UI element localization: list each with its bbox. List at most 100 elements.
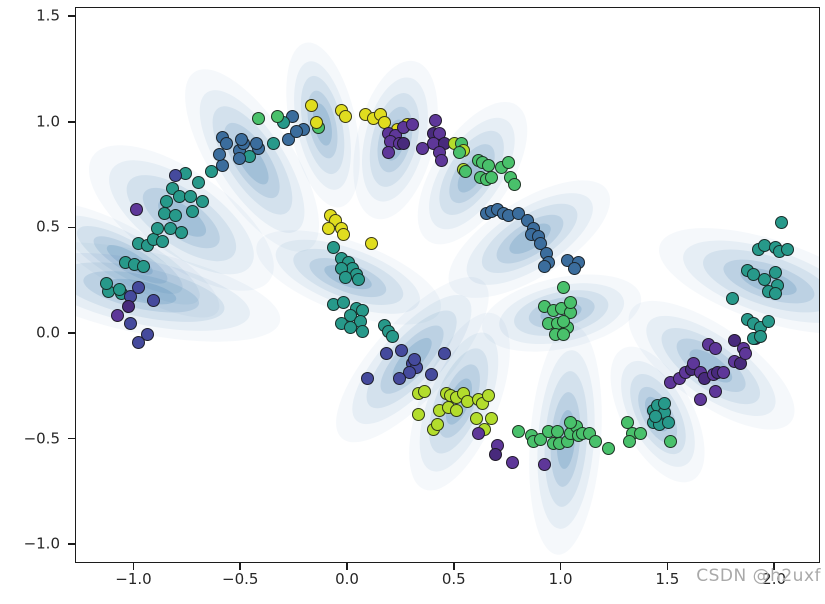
scatter-point: [563, 295, 577, 309]
scatter-point: [484, 412, 498, 425]
scatter-point: [768, 287, 782, 301]
y-tick-mark: [68, 437, 75, 440]
x-tick-mark: [132, 563, 135, 570]
y-tick-label: −0.5: [23, 429, 60, 448]
scatter-point: [482, 388, 496, 402]
scatter-point: [339, 270, 353, 284]
scatter-point: [757, 272, 771, 286]
scatter-point: [557, 281, 571, 295]
scatter-point: [155, 234, 169, 248]
y-tick-mark: [68, 15, 75, 18]
scatter-point: [762, 314, 776, 328]
scatter-point: [219, 137, 233, 151]
scatter-point: [337, 295, 351, 309]
scatter-point: [234, 133, 248, 147]
scatter-point: [505, 456, 519, 470]
scatter-point: [537, 259, 551, 273]
scatter-point: [147, 293, 161, 307]
scatter-point: [382, 145, 396, 159]
scatter-point: [168, 209, 182, 223]
scatter-point: [557, 314, 571, 328]
scatter-point: [781, 243, 795, 257]
scatter-point: [407, 352, 421, 366]
scatter-point: [394, 344, 408, 358]
scatter-point: [196, 194, 210, 208]
scatter-point: [132, 281, 146, 295]
scatter-point: [501, 156, 515, 170]
y-tick-mark: [68, 121, 75, 123]
scatter-point: [326, 240, 340, 254]
scatter-point: [708, 342, 722, 356]
scatter-point: [339, 110, 353, 124]
scatter-point: [567, 262, 581, 276]
scatter-point: [431, 418, 445, 432]
x-tick-label: 2.0: [762, 570, 787, 588]
scatter-point: [488, 447, 502, 461]
scatter-point: [469, 412, 483, 425]
scatter-point: [251, 112, 265, 126]
scatter-point: [649, 409, 663, 423]
scatter-point: [249, 137, 263, 151]
scatter-point: [405, 118, 419, 132]
scatter-point: [130, 202, 144, 216]
y-tick-label: 1.5: [36, 6, 60, 25]
scatter-point: [343, 321, 357, 335]
x-tick-label: 1.0: [548, 570, 573, 588]
scatter-point: [484, 171, 498, 185]
scatter-point: [352, 272, 366, 286]
x-tick-mark: [239, 563, 242, 570]
x-tick-label: −1.0: [115, 570, 152, 588]
scatter-point: [623, 435, 637, 449]
scatter-point: [416, 141, 430, 155]
x-tick-label: 0.0: [335, 570, 359, 588]
scatter-point: [136, 259, 150, 273]
scatter-point: [386, 329, 400, 343]
scatter-point: [708, 384, 722, 398]
scatter-point: [192, 175, 206, 189]
scatter-point: [305, 99, 319, 113]
scatter-point: [738, 346, 752, 360]
scatter-point: [693, 393, 707, 406]
scatter-point: [452, 145, 466, 159]
y-tick-label: 0.0: [36, 323, 60, 342]
y-tick-label: −1.0: [23, 534, 60, 553]
y-tick-label: 1.0: [36, 112, 60, 131]
scatter-point: [602, 441, 616, 455]
x-tick-label: 1.5: [655, 570, 680, 588]
y-tick-mark: [68, 543, 75, 545]
x-tick-mark: [452, 563, 455, 570]
scatter-point: [768, 266, 782, 280]
x-tick-mark: [559, 563, 562, 570]
scatter-point: [266, 137, 280, 151]
scatter-point: [379, 346, 393, 360]
scatter-point: [397, 137, 411, 151]
scatter-point: [185, 205, 199, 219]
x-tick-label: 0.5: [441, 570, 466, 588]
scatter-point: [213, 148, 227, 162]
scatter-point: [458, 164, 472, 178]
scatter-point: [309, 116, 323, 130]
x-tick-label: −0.5: [222, 570, 259, 588]
scatter-point: [663, 435, 677, 449]
scatter-point: [151, 221, 165, 235]
scatter-point: [322, 221, 336, 235]
scatter-point: [204, 164, 218, 178]
scatter-point: [537, 458, 551, 472]
x-tick-mark: [773, 563, 775, 570]
scatter-point: [589, 435, 603, 449]
scatter-point: [290, 124, 304, 138]
scatter-point: [471, 426, 485, 440]
scatter-point: [437, 346, 451, 360]
scatter-point: [435, 154, 449, 168]
scatter-point: [753, 329, 767, 343]
scatter-point: [113, 283, 127, 297]
scatter-point: [232, 152, 246, 166]
scatter-point: [557, 327, 571, 341]
scatter-point: [450, 403, 464, 417]
scatter-point: [160, 194, 174, 208]
y-tick-mark: [68, 332, 75, 334]
scatter-point: [563, 416, 577, 430]
scatter-point: [717, 365, 731, 379]
scatter-point: [140, 327, 154, 341]
